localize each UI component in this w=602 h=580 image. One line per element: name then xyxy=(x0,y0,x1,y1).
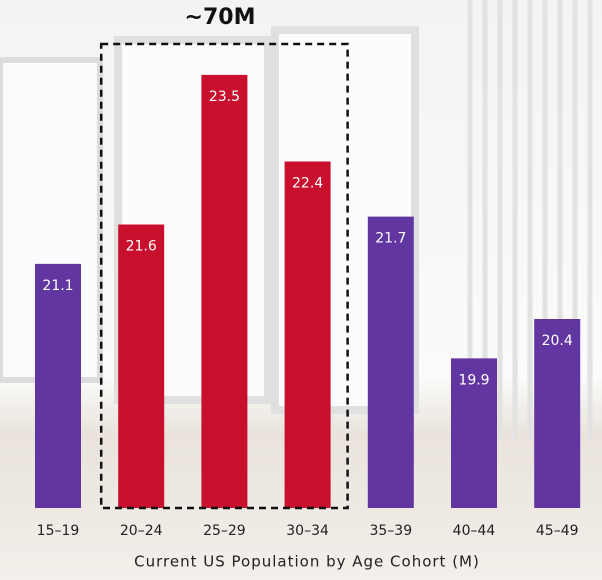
value-label: 21.7 xyxy=(375,231,406,247)
value-label: 21.6 xyxy=(126,239,157,255)
highlight-box xyxy=(99,42,349,510)
x-tick-label: 40–44 xyxy=(453,523,496,539)
bar xyxy=(451,358,497,508)
x-tick-label: 20–24 xyxy=(120,523,163,539)
x-tick-label: 15–19 xyxy=(37,523,80,539)
value-label: 21.1 xyxy=(42,278,73,294)
value-label: 22.4 xyxy=(292,176,323,192)
x-tick-label: 30–34 xyxy=(286,523,329,539)
bar xyxy=(367,216,414,508)
value-label: 19.9 xyxy=(458,372,489,388)
value-label: 23.5 xyxy=(209,89,240,105)
bar xyxy=(35,263,81,508)
bar xyxy=(534,319,581,508)
x-tick-label: 25–29 xyxy=(203,523,246,539)
annotation: ~70M xyxy=(185,5,256,30)
x-tick-label: 35–39 xyxy=(369,523,412,539)
x-tick-label: 45–49 xyxy=(536,523,579,539)
bar xyxy=(284,161,331,508)
bar xyxy=(118,224,165,508)
x-axis-label: Current US Population by Age Cohort (M) xyxy=(134,553,480,571)
value-label: 20.4 xyxy=(542,333,573,349)
bar xyxy=(201,74,248,508)
